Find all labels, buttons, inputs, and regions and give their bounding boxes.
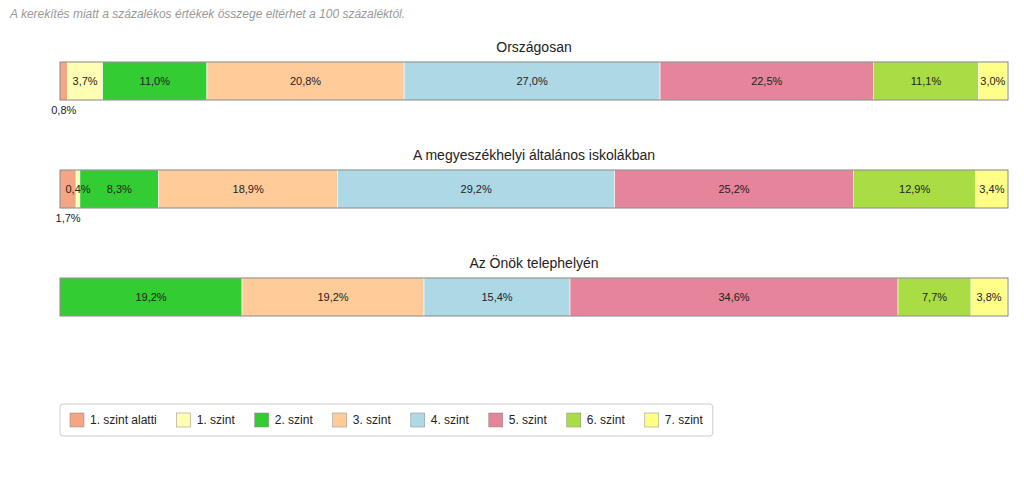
bar-segment xyxy=(853,170,975,208)
data-label: 3,0% xyxy=(980,75,1005,87)
legend-label: 3. szint xyxy=(353,413,392,427)
data-label: 34,6% xyxy=(718,291,749,303)
data-label: 22,5% xyxy=(751,75,782,87)
data-label: 18,9% xyxy=(233,183,264,195)
data-label: 27,0% xyxy=(517,75,548,87)
labels: Országosan 0,8% 3,7% 11,0% 20,8% 27,0% 22,5% 11… xyxy=(51,39,1005,303)
bar-segment xyxy=(404,62,660,100)
row-title: Az Önök telephelyén xyxy=(469,254,598,271)
bar-segment xyxy=(338,170,615,208)
legend-swatch xyxy=(645,413,659,427)
legend-label: 7. szint xyxy=(665,413,704,427)
legend: 1. szint alatti 1. szint 2. szint 3. szint 4… xyxy=(60,404,713,436)
bar-segment xyxy=(207,62,404,100)
bar-frame xyxy=(60,278,1008,316)
data-label: 11,1% xyxy=(911,75,942,87)
data-label: 0,8% xyxy=(51,104,76,116)
data-label: 11,0% xyxy=(140,75,171,87)
legend-label: 1. szint xyxy=(197,413,236,427)
bar-frame xyxy=(60,170,1008,208)
legend-label: 2. szint xyxy=(275,413,314,427)
data-label: 3,8% xyxy=(977,291,1002,303)
legend-swatch xyxy=(333,413,347,427)
bar-frame xyxy=(60,62,1008,100)
legend-swatch xyxy=(70,413,84,427)
legend-label: 5. szint xyxy=(509,413,548,427)
bars xyxy=(60,62,1008,316)
row-title: A megyeszékhelyi általános iskolákban xyxy=(413,147,655,163)
data-label: 19,2% xyxy=(135,291,166,303)
legend-label: 4. szint xyxy=(431,413,470,427)
bar-segment xyxy=(60,278,242,316)
bar-segment xyxy=(971,278,1007,316)
data-label: 3,4% xyxy=(979,183,1004,195)
data-label: 29,2% xyxy=(461,183,492,195)
data-label: 7,7% xyxy=(922,291,947,303)
chart: A kerekítés miatt a százalékos értékek ö… xyxy=(0,0,1024,478)
row-title: Országosan xyxy=(496,39,571,55)
bar-segment xyxy=(68,62,103,100)
bar-segment xyxy=(873,62,978,100)
legend-swatch xyxy=(567,413,581,427)
bar-segment xyxy=(570,278,898,316)
bar-segment xyxy=(159,170,338,208)
data-label: 8,3% xyxy=(107,183,132,195)
legend-label: 6. szint xyxy=(587,413,626,427)
bar-segment xyxy=(424,278,570,316)
legend-swatch xyxy=(177,413,191,427)
data-label: 15,4% xyxy=(481,291,512,303)
bar-segment xyxy=(898,278,971,316)
bar-segment xyxy=(60,62,68,100)
legend-swatch xyxy=(411,413,425,427)
bar-segment xyxy=(660,62,873,100)
data-label: 25,2% xyxy=(718,183,749,195)
bar-segment xyxy=(615,170,854,208)
data-label: 19,2% xyxy=(317,291,348,303)
data-label: 3,7% xyxy=(73,75,98,87)
data-label: 1,7% xyxy=(56,212,81,224)
legend-swatch xyxy=(489,413,503,427)
data-label: 12,9% xyxy=(899,183,930,195)
bar-segment xyxy=(242,278,424,316)
legend-label: 1. szint alatti xyxy=(90,413,157,427)
bar-segment xyxy=(976,170,1008,208)
bar-segment xyxy=(80,170,159,208)
bar-segment xyxy=(103,62,207,100)
data-label: 20,8% xyxy=(290,75,321,87)
legend-swatch xyxy=(255,413,269,427)
bar-segment xyxy=(979,62,1007,100)
note: A kerekítés miatt a százalékos értékek ö… xyxy=(9,7,405,21)
legend-frame xyxy=(60,404,713,436)
data-label: 0,4% xyxy=(65,183,90,195)
